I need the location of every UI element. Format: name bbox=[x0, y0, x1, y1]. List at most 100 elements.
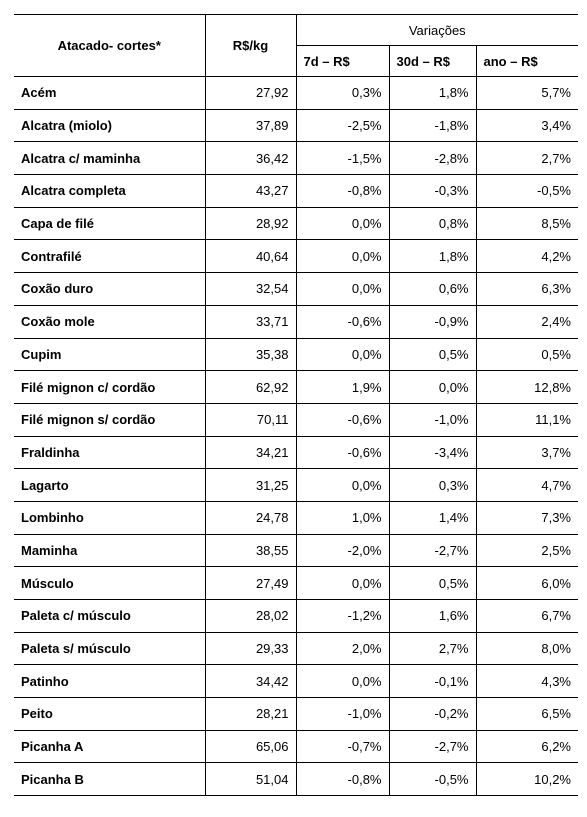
variation: -0,6% bbox=[295, 304, 389, 339]
variation: 0,6% bbox=[388, 272, 476, 306]
cut-name: Peito bbox=[14, 697, 205, 731]
table-row: Contrafilé 40,64 0,0% 1,8% 4,2% bbox=[14, 239, 578, 274]
cut-name: Alcatra c/ maminha bbox=[14, 141, 205, 176]
table-row: Paleta s/ músculo 29,33 2,0% 2,7% 8,0% bbox=[14, 631, 578, 666]
variation: -0,5% bbox=[475, 174, 578, 208]
price: 28,92 bbox=[204, 206, 296, 241]
table-row: Maminha 38,55 -2,0% -2,7% 2,5% bbox=[14, 533, 578, 568]
price: 29,33 bbox=[204, 631, 296, 666]
cut-name: Patinho bbox=[14, 664, 205, 699]
price: 24,78 bbox=[204, 500, 296, 535]
price: 62,92 bbox=[204, 370, 296, 404]
variation: 4,3% bbox=[475, 664, 578, 699]
cut-name: Fraldinha bbox=[14, 435, 205, 470]
variation: -0,1% bbox=[388, 664, 476, 699]
price: 37,89 bbox=[204, 108, 296, 143]
header-row: Atacado- cortes* R$/kg Variações bbox=[14, 14, 578, 77]
variation: 2,7% bbox=[475, 141, 578, 176]
table-row: Picanha A 65,06 -0,7% -2,7% 6,2% bbox=[14, 729, 578, 764]
price: 34,42 bbox=[204, 664, 296, 699]
variation: 0,0% bbox=[295, 566, 389, 600]
variation: 6,2% bbox=[475, 729, 578, 764]
table-row: Lombinho 24,78 1,0% 1,4% 7,3% bbox=[14, 500, 578, 535]
table-row: Coxão duro 32,54 0,0% 0,6% 6,3% bbox=[14, 272, 578, 306]
price: 43,27 bbox=[204, 174, 296, 208]
variation: 8,5% bbox=[475, 206, 578, 241]
price: 27,49 bbox=[204, 566, 296, 600]
variation: 0,0% bbox=[295, 206, 389, 241]
variation: 12,8% bbox=[475, 370, 578, 404]
price: 65,06 bbox=[204, 729, 296, 764]
variation: -2,0% bbox=[295, 533, 389, 568]
table-row: Picanha B 51,04 -0,8% -0,5% 10,2% bbox=[14, 762, 578, 797]
variation: 0,5% bbox=[388, 566, 476, 600]
variation: -0,7% bbox=[295, 729, 389, 764]
variation: -1,5% bbox=[295, 141, 389, 176]
variation: -1,0% bbox=[295, 697, 389, 731]
variation: 0,0% bbox=[295, 272, 389, 306]
variation: 2,4% bbox=[475, 304, 578, 339]
variation: -2,5% bbox=[295, 108, 389, 143]
variation: -2,8% bbox=[388, 141, 476, 176]
cut-name: Coxão mole bbox=[14, 304, 205, 339]
price-table: Atacado- cortes* R$/kg Variações 7d – R$… bbox=[14, 14, 578, 797]
subheader: 7d – R$ bbox=[295, 45, 389, 77]
table-row: Paleta c/ músculo 28,02 -1,2% 1,6% 6,7% bbox=[14, 599, 578, 633]
cut-name: Alcatra (miolo) bbox=[14, 108, 205, 143]
variation: 0,0% bbox=[388, 370, 476, 404]
variation: 5,7% bbox=[475, 76, 578, 110]
price: 34,21 bbox=[204, 435, 296, 470]
variation: -0,2% bbox=[388, 697, 476, 731]
cut-name: Maminha bbox=[14, 533, 205, 568]
price: 70,11 bbox=[204, 402, 296, 437]
variation: -1,8% bbox=[388, 108, 476, 143]
variation: 1,0% bbox=[295, 500, 389, 535]
price: 51,04 bbox=[204, 762, 296, 797]
variation: -2,7% bbox=[388, 533, 476, 568]
variation: 1,8% bbox=[388, 239, 476, 274]
table-row: Capa de filé 28,92 0,0% 0,8% 8,5% bbox=[14, 206, 578, 241]
variation: 2,7% bbox=[388, 631, 476, 666]
variation: 8,0% bbox=[475, 631, 578, 666]
subheader: 30d – R$ bbox=[388, 45, 476, 77]
cut-name: Cupim bbox=[14, 337, 205, 372]
table-row: Fraldinha 34,21 -0,6% -3,4% 3,7% bbox=[14, 435, 578, 470]
variation: 4,7% bbox=[475, 468, 578, 502]
cut-name: Paleta s/ músculo bbox=[14, 631, 205, 666]
variation: -0,6% bbox=[295, 435, 389, 470]
cut-name: Acém bbox=[14, 76, 205, 110]
variation: 4,2% bbox=[475, 239, 578, 274]
variation: 6,3% bbox=[475, 272, 578, 306]
variation: -3,4% bbox=[388, 435, 476, 470]
variation: -0,9% bbox=[388, 304, 476, 339]
variation: 2,0% bbox=[295, 631, 389, 666]
variation: 0,3% bbox=[388, 468, 476, 502]
variation: -0,5% bbox=[388, 762, 476, 797]
variation: 1,4% bbox=[388, 500, 476, 535]
table-row: Cupim 35,38 0,0% 0,5% 0,5% bbox=[14, 337, 578, 372]
variation: -0,6% bbox=[295, 402, 389, 437]
cut-name: Lombinho bbox=[14, 500, 205, 535]
variation: 10,2% bbox=[475, 762, 578, 797]
variation: 1,9% bbox=[295, 370, 389, 404]
variation: 0,8% bbox=[388, 206, 476, 241]
variation: 0,5% bbox=[388, 337, 476, 372]
price: 33,71 bbox=[204, 304, 296, 339]
cut-name: Capa de filé bbox=[14, 206, 205, 241]
cut-name: Paleta c/ músculo bbox=[14, 599, 205, 633]
table-row: Coxão mole 33,71 -0,6% -0,9% 2,4% bbox=[14, 304, 578, 339]
table-row: Filé mignon c/ cordão 62,92 1,9% 0,0% 12,8% bbox=[14, 370, 578, 404]
table-row: Lagarto 31,25 0,0% 0,3% 4,7% bbox=[14, 468, 578, 502]
price: 28,21 bbox=[204, 697, 296, 731]
table-row: Alcatra (miolo) 37,89 -2,5% -1,8% 3,4% bbox=[14, 108, 578, 143]
variation: 3,4% bbox=[475, 108, 578, 143]
cut-name: Picanha B bbox=[14, 762, 205, 797]
subheader-row: 7d – R$ 30d – R$ ano – R$ bbox=[14, 45, 578, 77]
group-header: Variações bbox=[295, 14, 578, 46]
variation: 7,3% bbox=[475, 500, 578, 535]
table-body: Acém 27,92 0,3% 1,8% 5,7% Alcatra (miolo) 37,8… bbox=[14, 76, 578, 797]
cut-name: Contrafilé bbox=[14, 239, 205, 274]
variation: 0,3% bbox=[295, 76, 389, 110]
cut-name: Filé mignon c/ cordão bbox=[14, 370, 205, 404]
